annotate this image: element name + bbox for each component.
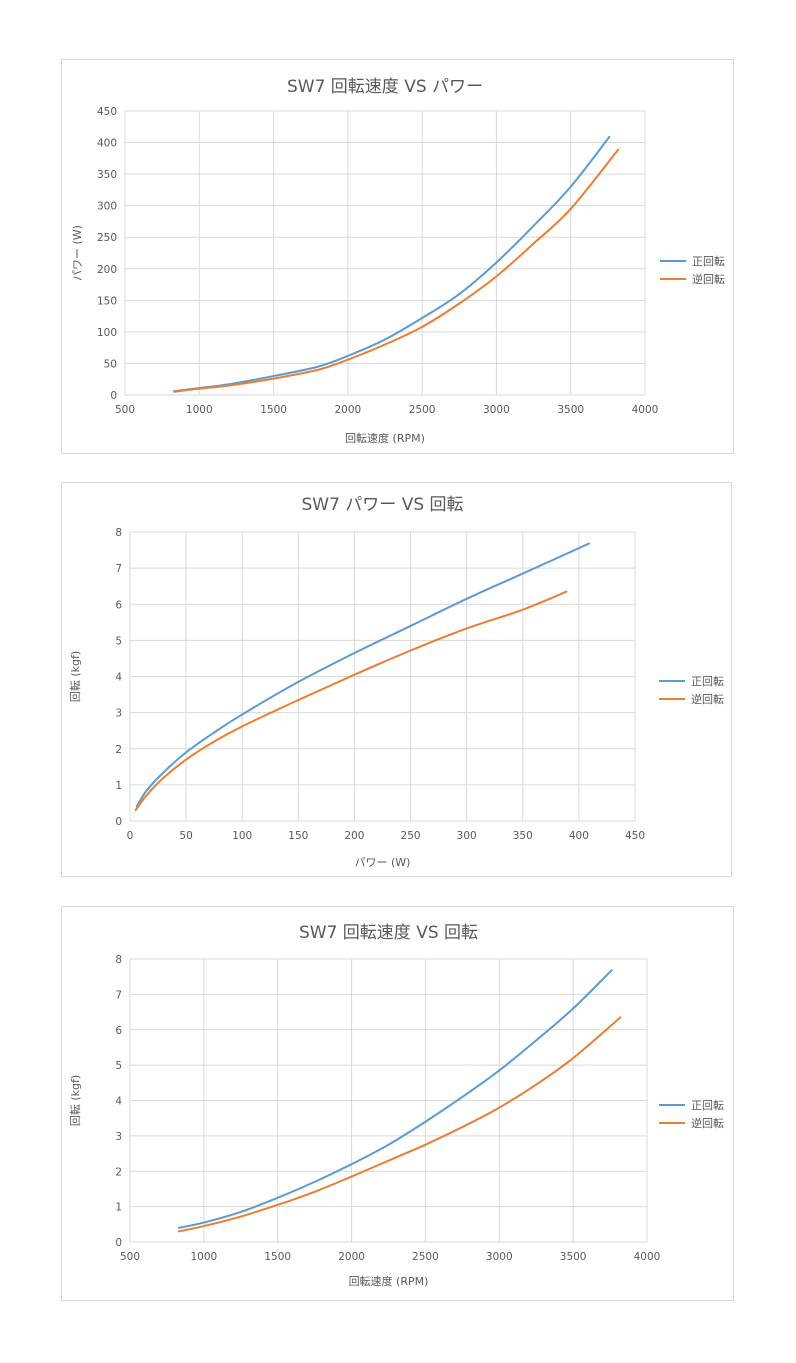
x-tick-label: 450 bbox=[625, 830, 645, 842]
series-line-reverse bbox=[173, 148, 620, 393]
x-tick-label: 2500 bbox=[412, 1251, 439, 1263]
x-tick-label: 1000 bbox=[190, 1251, 217, 1263]
x-tick-label: 1000 bbox=[186, 404, 213, 416]
y-tick-label: 4 bbox=[115, 1096, 122, 1108]
y-tick-label: 7 bbox=[115, 989, 122, 1001]
x-tick-label: 500 bbox=[120, 1251, 140, 1263]
x-tick-label: 2000 bbox=[338, 1251, 365, 1263]
y-tick-label: 6 bbox=[115, 1025, 122, 1037]
chart-svg-rpm-vs-torque: 500 1000 1500 2000 2500 3000 3500 4000 0 1 2 3 4 5 6 7 8… bbox=[69, 923, 724, 1288]
chart-panel-rpm-vs-torque: 500 1000 1500 2000 2500 3000 3500 4000 0 1 2 3 4 5 6 7 8… bbox=[61, 906, 734, 1301]
chart-svg-power-vs-torque: 0 50 100 150 200 250 300 350 400 450 0 1 2 3 4 5 6 7 8 SW7 … bbox=[69, 495, 724, 869]
gridlines bbox=[129, 531, 636, 822]
x-tick-label: 500 bbox=[115, 404, 135, 416]
x-tick-label: 400 bbox=[569, 830, 589, 842]
x-axis-label: 回転速度 (RPM) bbox=[345, 431, 425, 445]
x-tick-label: 3500 bbox=[557, 404, 584, 416]
x-tick-label: 250 bbox=[401, 830, 421, 842]
chart-svg-rpm-vs-power: 500 1000 1500 2000 2500 3000 3500 4000 0 50 100 150… bbox=[71, 77, 725, 445]
x-tick-label: 3500 bbox=[560, 1251, 587, 1263]
legend-label: 逆回転 bbox=[692, 272, 725, 286]
legend-label: 逆回転 bbox=[691, 1116, 724, 1130]
chart-title: SW7 回転速度 VS 回転 bbox=[299, 923, 478, 943]
y-tick-label: 3 bbox=[115, 708, 122, 720]
y-tick-label: 5 bbox=[115, 1060, 122, 1072]
y-tick-label: 300 bbox=[97, 201, 117, 213]
y-tick-label: 8 bbox=[115, 954, 122, 966]
y-tick-label: 7 bbox=[115, 563, 122, 575]
legend-label: 逆回転 bbox=[691, 692, 724, 706]
chart-panel-power-vs-torque: 0 50 100 150 200 250 300 350 400 450 0 1 2 3 4 5 6 7 8 SW7 … bbox=[61, 482, 732, 877]
y-tick-label: 0 bbox=[110, 390, 117, 402]
x-tick-label: 100 bbox=[232, 830, 252, 842]
y-tick-label: 50 bbox=[104, 358, 117, 370]
x-axis-label: 回転速度 (RPM) bbox=[349, 1274, 429, 1288]
chart-panel-rpm-vs-power: 500 1000 1500 2000 2500 3000 3500 4000 0 50 100 150… bbox=[61, 59, 734, 454]
chart-title: SW7 回転速度 VS パワー bbox=[287, 77, 483, 97]
x-tick-label: 350 bbox=[513, 830, 533, 842]
series-line-forward bbox=[173, 135, 611, 393]
y-tick-label: 250 bbox=[97, 232, 117, 244]
x-tick-label: 0 bbox=[127, 830, 134, 842]
series-line-forward bbox=[177, 969, 613, 1229]
y-axis-label: 回転 (kgf) bbox=[69, 651, 82, 702]
x-tick-label: 2000 bbox=[334, 404, 361, 416]
y-tick-label: 350 bbox=[97, 169, 117, 181]
y-axis-label: パワー (W) bbox=[71, 225, 84, 281]
legend-label: 正回転 bbox=[691, 675, 724, 688]
legend-label: 正回転 bbox=[692, 255, 725, 268]
x-tick-label: 1500 bbox=[260, 404, 287, 416]
x-tick-label: 150 bbox=[288, 830, 308, 842]
y-tick-label: 3 bbox=[115, 1131, 122, 1143]
y-tick-label: 0 bbox=[115, 1237, 122, 1249]
series-line-reverse bbox=[134, 590, 568, 812]
y-tick-label: 1 bbox=[115, 1202, 122, 1214]
x-tick-label: 300 bbox=[457, 830, 477, 842]
x-tick-label: 200 bbox=[344, 830, 364, 842]
x-tick-label: 4000 bbox=[634, 1251, 661, 1263]
legend-label: 正回転 bbox=[691, 1099, 724, 1112]
y-tick-label: 4 bbox=[115, 672, 122, 684]
x-tick-label: 3000 bbox=[486, 1251, 513, 1263]
x-tick-label: 1500 bbox=[264, 1251, 291, 1263]
y-tick-label: 8 bbox=[115, 527, 122, 539]
x-tick-label: 3000 bbox=[483, 404, 510, 416]
y-tick-label: 0 bbox=[115, 816, 122, 828]
series-line-forward bbox=[135, 542, 590, 808]
x-tick-label: 4000 bbox=[632, 404, 659, 416]
x-tick-label: 2500 bbox=[409, 404, 436, 416]
gridlines bbox=[129, 958, 648, 1243]
y-tick-label: 2 bbox=[115, 744, 122, 756]
chart-title: SW7 パワー VS 回転 bbox=[301, 495, 463, 515]
x-axis-label: パワー (W) bbox=[355, 856, 411, 869]
y-tick-label: 1 bbox=[115, 780, 122, 792]
gridlines bbox=[124, 110, 646, 396]
series-line-reverse bbox=[177, 1016, 622, 1233]
y-tick-label: 5 bbox=[115, 635, 122, 647]
y-tick-label: 450 bbox=[97, 106, 117, 118]
y-tick-label: 100 bbox=[97, 327, 117, 339]
x-tick-label: 50 bbox=[179, 830, 192, 842]
y-axis-label: 回転 (kgf) bbox=[69, 1075, 82, 1126]
y-tick-label: 200 bbox=[97, 264, 117, 276]
y-tick-label: 150 bbox=[97, 295, 117, 307]
y-tick-label: 2 bbox=[115, 1166, 122, 1178]
y-tick-label: 400 bbox=[97, 138, 117, 150]
y-tick-label: 6 bbox=[115, 599, 122, 611]
